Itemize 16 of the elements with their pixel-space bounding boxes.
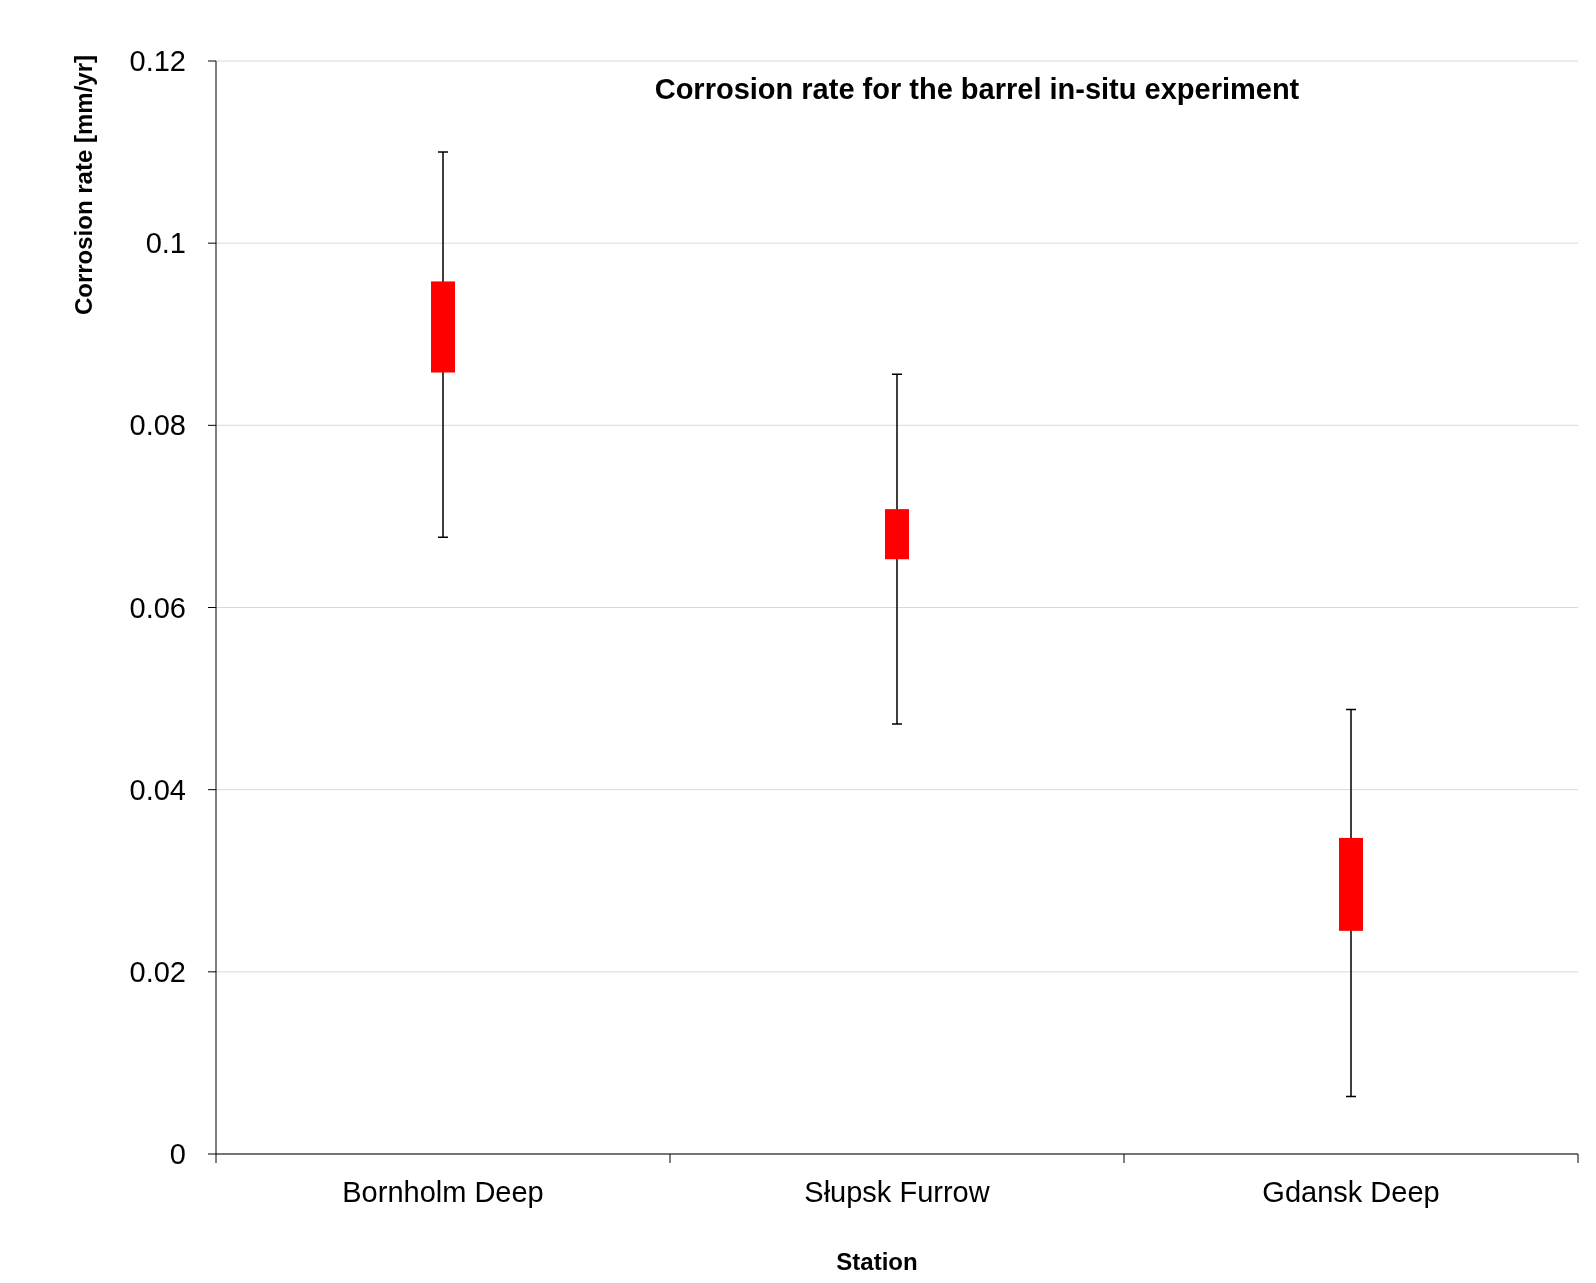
y-tick-label: 0 — [169, 1138, 186, 1171]
y-tick-label: 0.06 — [129, 591, 186, 624]
y-tick-label: 0.08 — [129, 409, 186, 442]
bar — [885, 509, 909, 560]
x-tick-label: Bornholm Deep — [342, 1176, 544, 1208]
y-axis-title: Corrosion rate [mm/yr] — [70, 55, 97, 316]
y-tick-label: 0.12 — [129, 45, 186, 78]
bar — [431, 281, 455, 373]
chart-title: Corrosion rate for the barrel in-situ experiment — [654, 73, 1300, 105]
y-tick-label: 0.1 — [145, 227, 186, 260]
x-axis-title: Station — [836, 1248, 918, 1275]
y-tick-label: 0.02 — [129, 955, 186, 988]
x-tick-label: Gdansk Deep — [1262, 1176, 1440, 1208]
x-tick-label: Słupsk Furrow — [804, 1176, 991, 1208]
bar — [1339, 837, 1363, 931]
y-tick-label: 0.04 — [129, 773, 186, 806]
